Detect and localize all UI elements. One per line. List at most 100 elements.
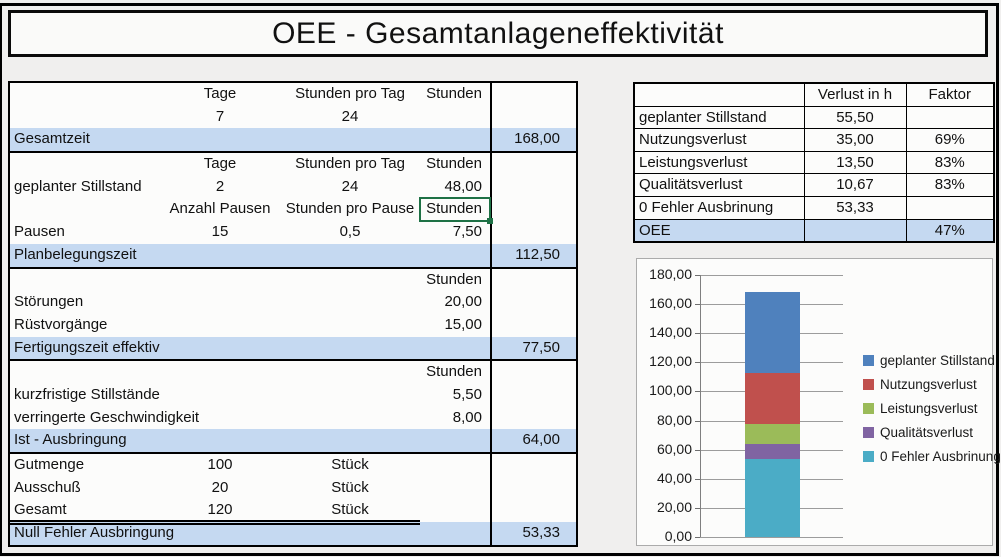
total-value[interactable]: 64,00 bbox=[490, 429, 576, 453]
table-cell[interactable] bbox=[420, 106, 490, 129]
table-cell[interactable] bbox=[280, 407, 420, 430]
selection-fill-handle[interactable] bbox=[487, 218, 493, 225]
col-header-stunden-pro-pause[interactable]: Stunden pro Pause bbox=[285, 200, 415, 218]
table-cell[interactable] bbox=[490, 361, 576, 384]
row-label[interactable]: Null Fehler Ausbringung bbox=[14, 524, 175, 542]
table-cell[interactable] bbox=[420, 454, 490, 477]
table-cell[interactable] bbox=[490, 175, 576, 199]
table-cell[interactable] bbox=[10, 106, 160, 129]
cell-unit[interactable]: Stück bbox=[331, 501, 369, 519]
table-cell[interactable] bbox=[280, 314, 420, 337]
col-header-tage[interactable]: Tage bbox=[203, 155, 237, 173]
cell-value[interactable]: 55,50 bbox=[803, 105, 907, 130]
cell-value[interactable]: 5,50 bbox=[452, 385, 482, 403]
row-label[interactable]: OEE bbox=[633, 218, 805, 243]
table-cell[interactable] bbox=[803, 218, 907, 243]
total-value[interactable]: 112,50 bbox=[490, 243, 576, 267]
table-cell[interactable] bbox=[280, 361, 420, 384]
cell-value[interactable]: 48,00 bbox=[444, 177, 482, 195]
table-cell[interactable] bbox=[160, 384, 280, 407]
total-value[interactable]: 53,33 bbox=[490, 522, 576, 545]
table-cell[interactable] bbox=[160, 337, 280, 360]
table-cell[interactable] bbox=[160, 361, 280, 384]
row-label[interactable]: Rüstvorgänge bbox=[14, 315, 108, 333]
table-cell[interactable] bbox=[280, 522, 420, 545]
row-label[interactable]: Planbelegungszeit bbox=[14, 245, 137, 263]
cell-value[interactable]: 2 bbox=[215, 177, 225, 195]
table-cell[interactable] bbox=[490, 221, 576, 244]
cell-value[interactable]: 24 bbox=[341, 177, 359, 195]
col-header-tage[interactable]: Tage bbox=[203, 85, 237, 102]
table-cell[interactable] bbox=[160, 291, 280, 314]
row-label[interactable]: Leistungsverlust bbox=[633, 150, 805, 175]
row-label[interactable]: Gesamtzeit bbox=[14, 130, 90, 148]
table-cell[interactable] bbox=[420, 499, 490, 522]
col-header-stunden[interactable]: Stunden bbox=[426, 85, 482, 102]
table-cell[interactable] bbox=[490, 313, 576, 337]
row-label[interactable]: verringerte Geschwindigkeit bbox=[14, 408, 200, 426]
cell-value[interactable]: 7 bbox=[215, 107, 225, 125]
oee-stacked-bar-chart[interactable]: 0,00 20,00 40,00 60,00 80,00 100,00 120,00 140,… bbox=[636, 258, 1001, 546]
selected-cell[interactable]: Stunden bbox=[419, 197, 493, 225]
row-label[interactable]: geplanter Stillstand bbox=[633, 105, 805, 130]
row-label[interactable]: Ist - Ausbringung bbox=[14, 431, 127, 449]
table-cell[interactable] bbox=[280, 429, 420, 452]
table-cell[interactable] bbox=[280, 244, 420, 267]
table-cell[interactable] bbox=[490, 291, 576, 314]
table-cell[interactable] bbox=[280, 128, 420, 151]
cell-value[interactable]: 8,00 bbox=[452, 408, 482, 426]
row-label[interactable]: kurzfristige Stillstände bbox=[14, 385, 160, 403]
table-cell[interactable] bbox=[420, 337, 490, 360]
col-header-faktor[interactable]: Faktor bbox=[905, 82, 995, 107]
col-header-stunden[interactable]: Stunden bbox=[426, 363, 482, 381]
col-header-stunden-pro-tag[interactable]: Stunden pro Tag bbox=[295, 85, 405, 102]
cell-value[interactable]: 20 bbox=[211, 478, 229, 496]
cell-value[interactable]: 35,00 bbox=[803, 128, 907, 152]
table-cell[interactable] bbox=[420, 522, 490, 545]
table-cell[interactable] bbox=[490, 268, 576, 292]
table-cell[interactable] bbox=[420, 429, 490, 452]
table-cell[interactable] bbox=[160, 522, 280, 545]
cell-unit[interactable]: Stück bbox=[331, 478, 369, 496]
table-cell[interactable] bbox=[280, 337, 420, 360]
col-header-stunden[interactable]: Stunden bbox=[426, 270, 482, 288]
table-cell[interactable] bbox=[280, 291, 420, 314]
cell-value[interactable]: 13,50 bbox=[803, 150, 907, 175]
total-value[interactable]: 77,50 bbox=[490, 336, 576, 360]
cell-unit[interactable]: Stück bbox=[331, 456, 369, 473]
table-cell[interactable] bbox=[280, 384, 420, 407]
table-cell[interactable] bbox=[160, 314, 280, 337]
table-cell[interactable] bbox=[490, 454, 576, 477]
row-label[interactable]: 0 Fehler Ausbrinung bbox=[633, 195, 805, 220]
cell-value[interactable]: 15,00 bbox=[444, 315, 482, 333]
table-cell[interactable] bbox=[160, 429, 280, 452]
table-cell[interactable] bbox=[10, 83, 160, 106]
table-cell[interactable] bbox=[10, 269, 160, 292]
cell-value[interactable]: 20,00 bbox=[444, 293, 482, 311]
cell-value[interactable]: 83% bbox=[905, 173, 995, 197]
table-cell[interactable] bbox=[490, 499, 576, 523]
cell-value[interactable]: 83% bbox=[905, 150, 995, 175]
col-header-verlust[interactable]: Verlust in h bbox=[803, 82, 907, 107]
row-label[interactable]: geplanter Stillstand bbox=[14, 177, 142, 195]
table-cell[interactable] bbox=[10, 361, 160, 384]
table-cell[interactable] bbox=[490, 383, 576, 407]
table-cell[interactable] bbox=[633, 82, 805, 107]
row-label[interactable]: Nutzungsverlust bbox=[633, 128, 805, 152]
total-value[interactable]: 168,00 bbox=[490, 128, 576, 152]
cell-value[interactable]: 24 bbox=[341, 107, 359, 125]
table-cell[interactable] bbox=[490, 198, 576, 222]
table-cell[interactable] bbox=[160, 128, 280, 151]
table-cell[interactable] bbox=[420, 477, 490, 500]
oee-percentage[interactable]: 47% bbox=[905, 218, 995, 243]
cell-value[interactable]: 53,33 bbox=[803, 195, 907, 220]
table-cell[interactable] bbox=[905, 105, 995, 130]
table-cell[interactable] bbox=[490, 406, 576, 430]
table-cell[interactable] bbox=[490, 476, 576, 500]
title-box[interactable]: OEE - Gesamtanlageneffektivität bbox=[8, 10, 988, 57]
table-cell[interactable] bbox=[420, 128, 490, 151]
row-label[interactable]: Gesamt bbox=[14, 501, 67, 519]
table-cell[interactable] bbox=[490, 105, 576, 129]
cell-value[interactable]: 0,5 bbox=[339, 223, 361, 241]
cell-value[interactable]: 10,67 bbox=[803, 173, 907, 197]
